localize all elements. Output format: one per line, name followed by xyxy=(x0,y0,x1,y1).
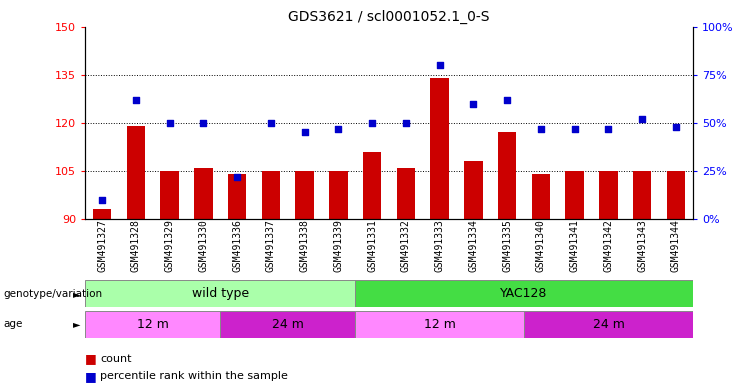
Text: 24 m: 24 m xyxy=(593,318,625,331)
Text: GSM491344: GSM491344 xyxy=(671,219,681,272)
Point xyxy=(366,120,378,126)
Text: YAC128: YAC128 xyxy=(500,287,548,300)
Bar xyxy=(431,78,449,219)
Text: GSM491329: GSM491329 xyxy=(165,219,175,272)
Text: GSM491338: GSM491338 xyxy=(299,219,310,272)
Point xyxy=(501,97,513,103)
Text: GSM491334: GSM491334 xyxy=(468,219,479,272)
Point xyxy=(130,97,142,103)
Text: GSM491340: GSM491340 xyxy=(536,219,546,272)
Bar xyxy=(363,152,382,219)
Text: wild type: wild type xyxy=(192,287,249,300)
Bar xyxy=(85,311,220,338)
Bar xyxy=(160,171,179,219)
Text: ►: ► xyxy=(73,289,80,299)
Text: GSM491337: GSM491337 xyxy=(266,219,276,272)
Bar xyxy=(524,311,693,338)
Point xyxy=(265,120,277,126)
Bar xyxy=(396,168,415,219)
Bar xyxy=(127,126,145,219)
Bar xyxy=(227,174,247,219)
Point xyxy=(400,120,412,126)
Text: GSM491341: GSM491341 xyxy=(570,219,579,272)
Bar xyxy=(220,311,355,338)
Text: percentile rank within the sample: percentile rank within the sample xyxy=(100,371,288,381)
Text: ■: ■ xyxy=(85,370,97,383)
Bar xyxy=(599,171,618,219)
Bar xyxy=(194,168,213,219)
Bar xyxy=(296,171,314,219)
Bar xyxy=(262,171,280,219)
Point xyxy=(637,116,648,122)
Point xyxy=(333,126,345,132)
Text: GSM491336: GSM491336 xyxy=(232,219,242,272)
Text: GSM491328: GSM491328 xyxy=(131,219,141,272)
Point xyxy=(602,126,614,132)
Text: GSM491330: GSM491330 xyxy=(199,219,208,272)
Point xyxy=(468,101,479,107)
Point xyxy=(231,174,243,180)
Bar xyxy=(531,174,551,219)
Bar xyxy=(329,171,348,219)
Bar xyxy=(633,171,651,219)
Text: GSM491327: GSM491327 xyxy=(97,219,107,272)
Text: 12 m: 12 m xyxy=(137,318,169,331)
Text: GSM491343: GSM491343 xyxy=(637,219,647,272)
Text: GSM491333: GSM491333 xyxy=(435,219,445,272)
Text: 12 m: 12 m xyxy=(424,318,456,331)
Text: ■: ■ xyxy=(85,353,97,366)
Text: count: count xyxy=(100,354,132,364)
Text: GSM491339: GSM491339 xyxy=(333,219,343,272)
Point xyxy=(670,124,682,130)
Point xyxy=(164,120,176,126)
Bar xyxy=(85,280,355,307)
Text: genotype/variation: genotype/variation xyxy=(4,289,103,299)
Bar xyxy=(355,280,693,307)
Bar xyxy=(355,311,524,338)
Text: ►: ► xyxy=(73,319,80,329)
Point xyxy=(569,126,581,132)
Bar xyxy=(667,171,685,219)
Point xyxy=(299,129,310,136)
Text: GSM491331: GSM491331 xyxy=(367,219,377,272)
Bar xyxy=(93,209,111,219)
Text: GSM491332: GSM491332 xyxy=(401,219,411,272)
Text: age: age xyxy=(4,319,23,329)
Bar xyxy=(565,171,584,219)
Text: GSM491342: GSM491342 xyxy=(603,219,614,272)
Point xyxy=(197,120,209,126)
Bar xyxy=(498,132,516,219)
Point xyxy=(535,126,547,132)
Text: 24 m: 24 m xyxy=(272,318,304,331)
Point xyxy=(96,197,108,203)
Title: GDS3621 / scl0001052.1_0-S: GDS3621 / scl0001052.1_0-S xyxy=(288,10,490,25)
Text: GSM491335: GSM491335 xyxy=(502,219,512,272)
Bar xyxy=(464,161,482,219)
Point xyxy=(433,62,445,68)
